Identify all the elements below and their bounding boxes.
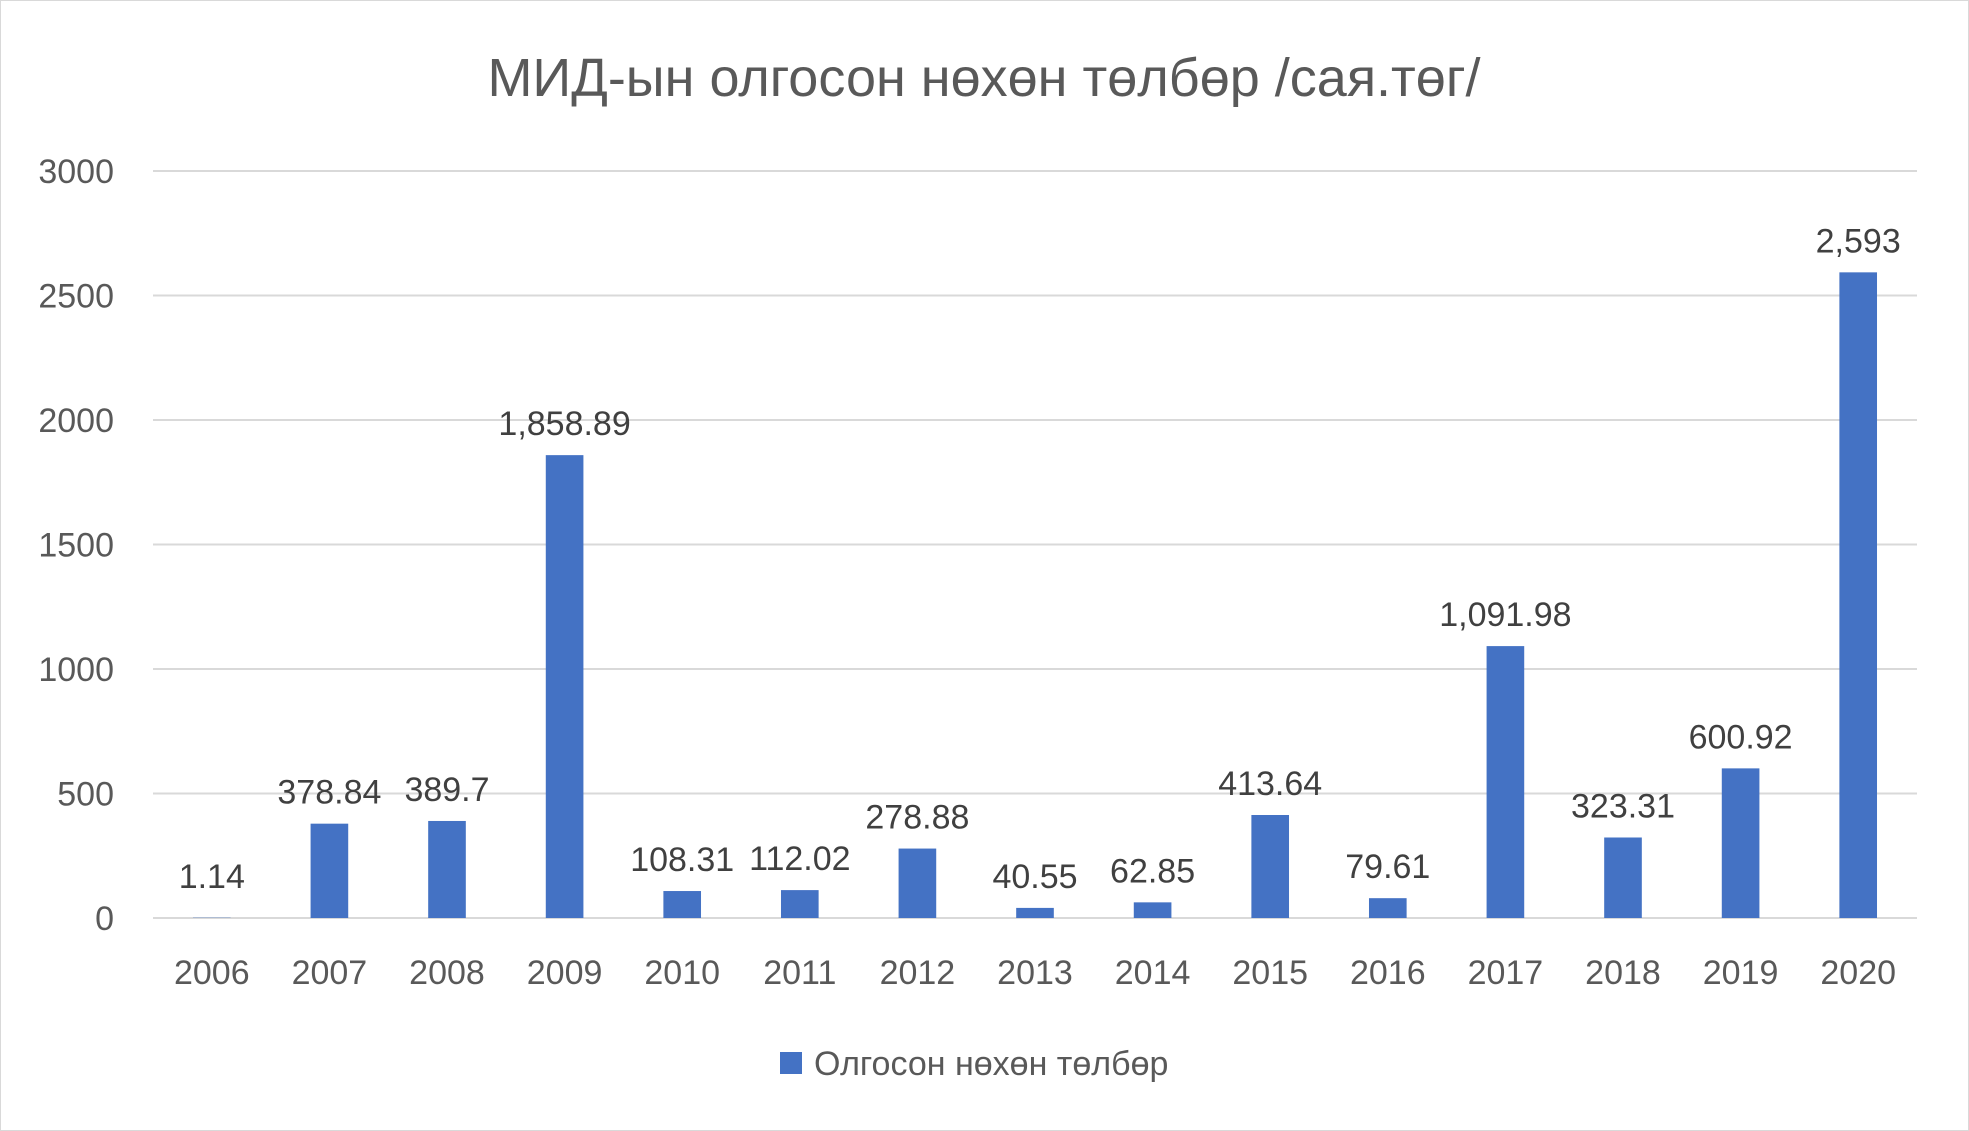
data-label: 278.88 xyxy=(865,799,969,837)
x-tick-label: 2013 xyxy=(997,954,1073,992)
bar xyxy=(545,455,584,918)
x-tick-label: 2014 xyxy=(1115,954,1191,992)
x-tick-label: 2011 xyxy=(763,954,836,992)
chart-title: МИД-ын олгосон нөхөн төлбөр /сая.төг/ xyxy=(487,48,1480,108)
data-label: 1,091.98 xyxy=(1439,596,1571,634)
bar xyxy=(1016,907,1054,918)
gridlines xyxy=(153,170,1917,919)
bar xyxy=(1486,646,1525,918)
x-tick-label: 2008 xyxy=(409,954,485,992)
bar xyxy=(1133,902,1172,918)
y-tick-label: 3000 xyxy=(38,153,114,191)
data-label: 1.14 xyxy=(179,858,245,896)
y-tick-label: 1000 xyxy=(38,651,114,689)
data-label: 62.85 xyxy=(1110,852,1195,890)
data-label: 112.02 xyxy=(749,840,850,878)
y-tick-label: 500 xyxy=(57,776,114,814)
legend: Олгосон нөхөн төлбөр xyxy=(780,1045,1168,1083)
x-tick-label: 2012 xyxy=(880,954,956,992)
x-axis-ticks: 2006 2007 2008 2009 2010 2011 2012 2013 2014 2015… xyxy=(174,954,1896,992)
data-label: 108.31 xyxy=(630,841,734,879)
y-tick-label: 1500 xyxy=(38,527,114,565)
y-tick-label: 2500 xyxy=(38,278,114,316)
x-tick-label: 2015 xyxy=(1232,954,1308,992)
data-label: 40.55 xyxy=(992,858,1077,896)
x-tick-label: 2020 xyxy=(1820,954,1896,992)
data-label: 79.61 xyxy=(1345,848,1430,886)
x-tick-label: 2010 xyxy=(644,954,720,992)
x-tick-label: 2016 xyxy=(1350,954,1426,992)
data-labels: 1.14 378.84 389.7 1,858.89 108.31 112.02 278.8… xyxy=(179,222,1901,896)
y-axis-ticks: 0 500 1000 1500 2000 2500 3000 xyxy=(38,153,114,938)
x-tick-label: 2006 xyxy=(174,954,250,992)
bar xyxy=(1251,815,1290,918)
data-label: 413.64 xyxy=(1218,765,1322,803)
data-label: 323.31 xyxy=(1571,787,1675,825)
data-label: 378.84 xyxy=(277,774,381,812)
x-tick-label: 2009 xyxy=(527,954,603,992)
bar xyxy=(310,823,349,918)
bar xyxy=(428,820,466,918)
bar xyxy=(898,848,937,918)
bar xyxy=(780,890,819,918)
x-tick-label: 2019 xyxy=(1703,954,1779,992)
bar xyxy=(1721,768,1760,918)
data-label: 2,593 xyxy=(1816,222,1901,260)
data-label: 600.92 xyxy=(1689,718,1793,756)
y-tick-label: 0 xyxy=(95,900,114,938)
x-tick-label: 2007 xyxy=(292,954,368,992)
bar xyxy=(1604,837,1642,918)
legend-swatch xyxy=(780,1052,802,1074)
legend-label: Олгосон нөхөн төлбөр xyxy=(814,1045,1168,1083)
bars xyxy=(192,272,1878,918)
x-tick-label: 2017 xyxy=(1468,954,1544,992)
data-label: 1,858.89 xyxy=(498,405,630,443)
bar xyxy=(663,891,702,918)
bar xyxy=(1368,898,1407,918)
bar xyxy=(1839,272,1878,918)
y-tick-label: 2000 xyxy=(38,402,114,440)
data-label: 389.7 xyxy=(404,771,489,809)
x-tick-label: 2018 xyxy=(1585,954,1661,992)
